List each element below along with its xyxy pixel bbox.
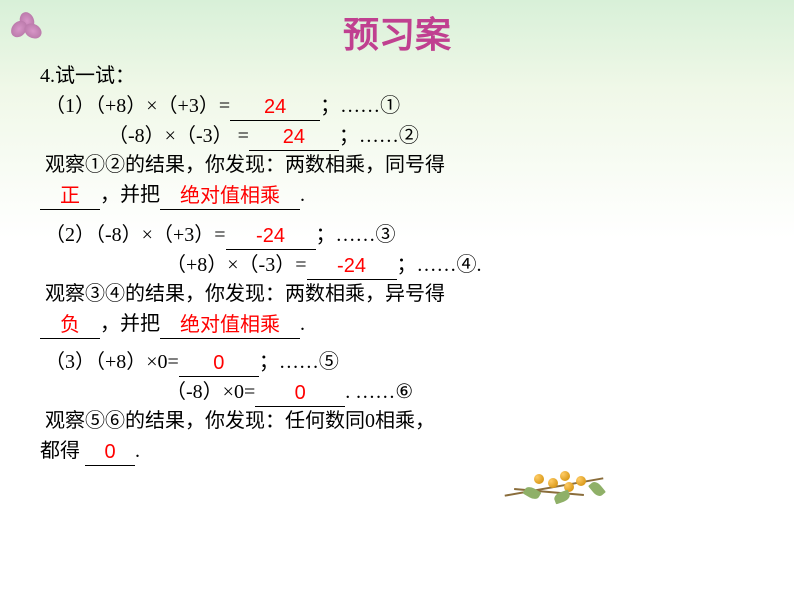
p1-eq1-pre: （1）（+8）×（+3）= [45,95,230,117]
p2-eq2-pre: （+8）×（-3）= [166,254,307,276]
part2-observe: 观察③④的结果，你发现：两数相乘，异号得 负 ，并把绝对值相乘. [40,280,754,339]
p3-eq1-post: ；……⑤ [259,351,339,373]
part1-observe: 观察①②的结果，你发现：两数相乘，同号得 正 ，并把绝对值相乘. [40,151,754,210]
p1-blank-sign: 正 [60,185,80,207]
p3-blank-zero: 0 [104,441,115,463]
p1-mid: ，并把 [100,184,160,206]
page-title: 预习案 [0,0,794,58]
corner-flower-decoration [8,8,48,48]
p2-answer1: -24 [256,225,285,247]
part3-line2: （-8）×0= 0 . ……⑥ [40,377,754,407]
p2-eq2-post: ；……④. [397,254,482,276]
p1-eq2-post: ；……② [339,125,419,147]
p2-eq1-post: ；……③ [316,224,396,246]
p3-eq2-post: . ……⑥ [345,381,413,403]
question-4-label: 4.试一试： [40,62,754,91]
part2-line1: （2）（-8）×（+3）= -24 ；……③ [40,220,754,250]
p3-eq1-pre: （3）（+8）×0= [45,351,179,373]
part1-line2: （-8）×（-3） = 24 ；……② [40,121,754,151]
p2-blank-sign: 负 [60,314,80,336]
p1-eq2-pre: （-8）×（-3） = [108,125,249,147]
p3-end: . [135,440,140,462]
p3-eq2-pre: （-8）×0= [166,381,255,403]
part2: （2）（-8）×（+3）=-24；……③ （+8）×（-3）=-24；……④. … [40,220,754,339]
p1-answer2: 24 [283,126,305,148]
part3-line1: （3）（+8）×0= 0 ；……⑤ [40,347,754,377]
p2-mid: ，并把 [100,313,160,335]
p3-answer1: 0 [213,352,224,374]
part1-line1: （1）（+8）×（+3）= 24 ；……① [40,91,754,121]
p2-obs-text: 观察③④的结果，你发现：两数相乘，异号得 [45,283,445,305]
part3-observe: 观察⑤⑥的结果，你发现：任何数同0相乘， 都得 0. [40,407,754,466]
branch-decoration [504,456,624,516]
p1-obs-text: 观察①②的结果，你发现：两数相乘，同号得 [45,154,445,176]
p3-obs-text2: 都得 [40,440,85,462]
p3-obs-text1: 观察⑤⑥的结果，你发现：任何数同0相乘， [45,410,435,432]
p2-end: . [300,313,305,335]
p1-blank-abs: 绝对值相乘 [180,185,280,207]
p1-end: . [300,184,305,206]
content-body: 4.试一试： （1）（+8）×（+3）= 24 ；……① （-8）×（-3） = 24… [0,58,794,466]
part3: （3）（+8）×0= 0 ；……⑤ （-8）×0= 0 . ……⑥ 观察⑤⑥的结果，你发… [40,347,754,466]
p2-blank-abs: 绝对值相乘 [180,314,280,336]
p1-eq1-post: ；……① [320,95,400,117]
part2-line2: （+8）×（-3）= -24 ；……④. [40,250,754,280]
p2-eq1-pre: （2）（-8）×（+3）= [45,224,226,246]
p3-answer2: 0 [295,382,306,404]
p2-answer2: -24 [337,255,366,277]
p1-answer1: 24 [264,96,286,118]
